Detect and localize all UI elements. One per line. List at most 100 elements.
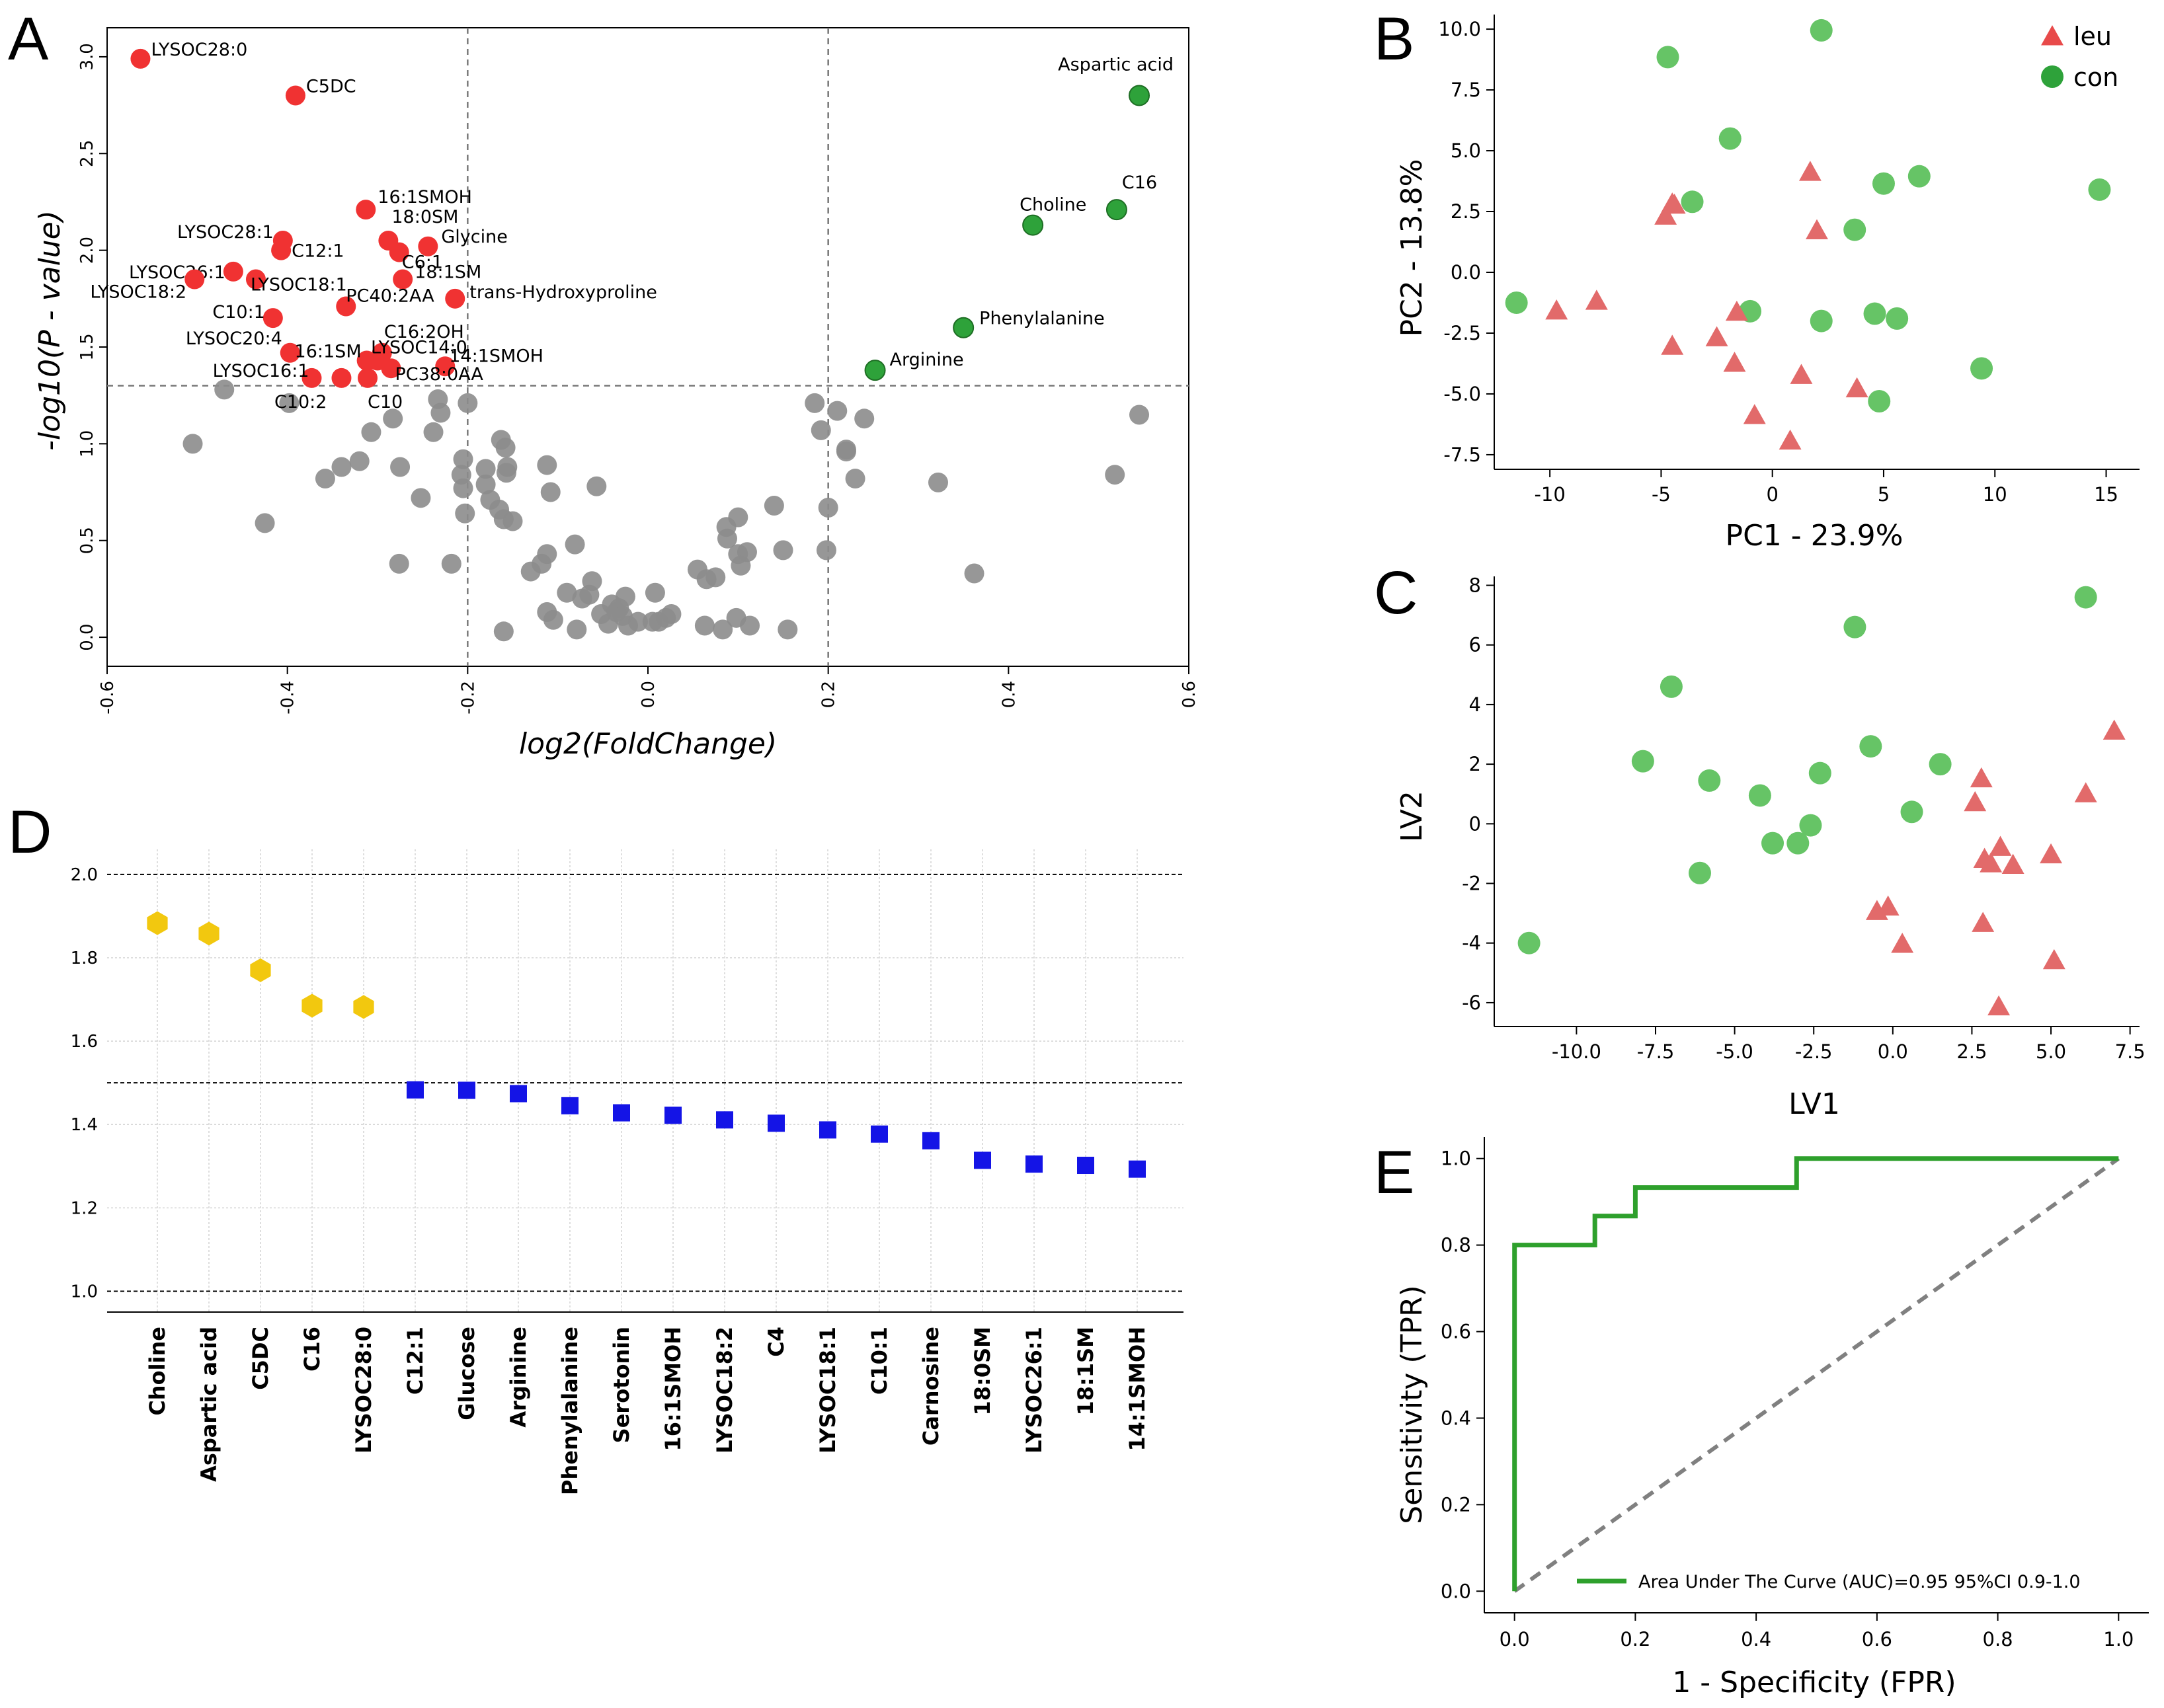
panel-d-marker-lysoc18-2 [716, 1111, 733, 1129]
panel-c-xtick-label: -5.0 [1716, 1040, 1753, 1063]
panel-c-xlabel: LV1 [1788, 1087, 1840, 1121]
panel-d-category-label: Aspartic acid [196, 1327, 221, 1482]
panel-a-point-nonsignificant [475, 459, 496, 479]
panel-c-point-con [2074, 586, 2097, 609]
panel-a-label-18-0sm: 18:0SM [391, 207, 458, 227]
panel-d-marker-c10-1 [871, 1125, 888, 1143]
panel-d-marker-carnosine [922, 1132, 940, 1149]
panel-b-ytick-label: 7.5 [1451, 79, 1481, 101]
panel-d-category-label: 14:1SMOH [1125, 1327, 1150, 1451]
panel-e-ylabel: Sensitivity (TPR) [1395, 1285, 1429, 1524]
panel-b-point-leu [1779, 429, 1802, 450]
panel-b-xtick-label: 5 [1878, 483, 1890, 506]
panel-c-point-con [1688, 861, 1711, 884]
panel-a-point-nonsignificant [315, 469, 335, 489]
panel-c-plsda-plot: LV1 LV2 -10.0 -7.5 -5.0 -2.5 0.0 2.5 5.0 7.5 -6 -… [1395, 574, 2145, 1121]
panel-c-point-con [1859, 735, 1882, 758]
panel-c-point-leu [2074, 782, 2097, 802]
panel-c-xtick-label: -2.5 [1795, 1040, 1833, 1063]
panel-d-marker-serotonin [613, 1104, 630, 1122]
panel-a-point-down-lysoc28-0 [130, 48, 151, 69]
panel-a-label-pc40-2aa: PC40:2AA [346, 286, 434, 307]
panel-a-ylabel: -log10(P - value) [33, 210, 67, 451]
panel-a-point-nonsignificant [778, 619, 798, 640]
panel-a-point-nonsignificant [661, 603, 682, 624]
panel-a-point-down-pc40-2aa [336, 296, 356, 317]
panel-e-ytick-label: 0.2 [1441, 1493, 1471, 1516]
panel-c-point-leu [2001, 853, 2024, 874]
panel-c-point-leu [1891, 933, 1914, 953]
panel-d-category-label: LYSOC18:2 [712, 1327, 737, 1454]
panel-a-point-down-c10 [358, 368, 378, 388]
panel-a-label-pc38-0aa: PC38:0AA [395, 364, 483, 385]
panel-a-point-nonsignificant [764, 496, 784, 516]
panel-a-point-down-pc38-0aa [381, 358, 401, 379]
panel-c-point-con [1631, 750, 1654, 773]
panel-e-ytick-label: 0.8 [1441, 1234, 1471, 1257]
panel-a-point-down-lysoc20-4 [280, 342, 300, 363]
panel-a-point-nonsignificant [455, 503, 475, 524]
panel-d-category-label: Serotonin [609, 1327, 634, 1443]
panel-a-xtick-label: 0.0 [639, 681, 659, 708]
panel-a-label-lysoc26-1: LYSOC26:1 [129, 262, 225, 283]
panel-a-point-down-c12-1 [271, 240, 292, 260]
panel-d-ytick-label: 1.8 [71, 949, 98, 968]
panel-a-point-nonsignificant [845, 469, 865, 489]
panel-a-ytick-label: 0.5 [77, 527, 97, 554]
panel-c-ytick-label: 4 [1469, 693, 1481, 716]
panel-a-ytick-label: 2.0 [77, 237, 97, 264]
panel-c-point-con [1660, 675, 1683, 698]
panel-b-legend-con-label: con [2073, 63, 2118, 92]
panel-c-xtick-label: 2.5 [1956, 1040, 1987, 1063]
panel-d-category-label: LYSOC28:0 [351, 1327, 376, 1454]
panel-d-category-label: LYSOC26:1 [1022, 1327, 1047, 1454]
panel-a-point-down-c10-2 [331, 368, 352, 388]
panel-b-point-leu [1661, 334, 1684, 355]
panel-a-label-16-1smoh: 16:1SMOH [378, 187, 472, 208]
panel-a-label-c12-1: C12:1 [292, 241, 344, 262]
panel-b-point-con [1505, 291, 1528, 314]
panel-c-xtick-label: 5.0 [2036, 1040, 2066, 1063]
panel-b-point-leu [1798, 161, 1822, 181]
panel-c-point-leu [1876, 895, 1900, 916]
panel-d-category-label: Carnosine [918, 1327, 943, 1446]
panel-a-label-lysoc18-1: LYSOC18:1 [251, 275, 347, 295]
panel-d-category-label: Choline [145, 1327, 170, 1416]
panel-a-label-lysoc18-2: LYSOC18:2 [90, 282, 186, 303]
panel-label-e: E [1374, 1139, 1414, 1206]
panel-e-xtick-label: 1.0 [2103, 1628, 2134, 1650]
panel-a-label-lysoc14-0: LYSOC14:0 [371, 337, 467, 358]
panel-a-point-nonsignificant [737, 542, 757, 563]
panel-b-point-con [1872, 172, 1895, 195]
panel-a-ytick-label: 3.0 [77, 43, 97, 70]
panel-a-point-nonsignificant [836, 442, 856, 462]
panel-b-legend-leu-marker [2041, 25, 2064, 46]
panel-d-marker-choline [147, 911, 168, 935]
panel-label-d: D [8, 798, 52, 866]
panel-a-point-up-phenylalanine [953, 317, 975, 338]
panel-b-xtick-label: 15 [2094, 483, 2118, 506]
panel-a-point-nonsignificant [430, 403, 451, 423]
panel-c-point-con [1929, 753, 1952, 776]
panel-label-c: C [1374, 559, 1418, 627]
panel-a-point-up-choline [1022, 214, 1044, 236]
panel-a-point-nonsignificant [811, 420, 831, 440]
panel-b-ytick-label: -2.5 [1443, 322, 1481, 344]
panel-a-label-lysoc16-1: LYSOC16:1 [213, 361, 309, 381]
panel-b-ytick-label: -7.5 [1443, 444, 1481, 466]
panel-a-point-nonsignificant [615, 586, 635, 607]
panel-a-point-up-c16 [1105, 199, 1127, 221]
panel-b-point-leu [1743, 404, 1766, 424]
panel-b-point-con [1810, 19, 1833, 42]
panel-a-point-down-lysoc18-1 [245, 269, 266, 290]
panel-a-point-nonsignificant [540, 482, 561, 502]
panel-d-ytick-label: 1.4 [71, 1115, 98, 1135]
panel-a-point-nonsignificant [557, 582, 577, 603]
panel-a-label-arginine: Arginine [890, 350, 964, 370]
panel-a-point-nonsignificant [1105, 465, 1125, 485]
panel-a-point-nonsignificant [827, 401, 848, 421]
panel-a-point-nonsignificant [349, 451, 370, 471]
panel-c-point-con [1517, 931, 1541, 954]
panel-d-category-label: Phenylalanine [557, 1327, 582, 1495]
panel-a-point-nonsignificant [496, 463, 516, 483]
